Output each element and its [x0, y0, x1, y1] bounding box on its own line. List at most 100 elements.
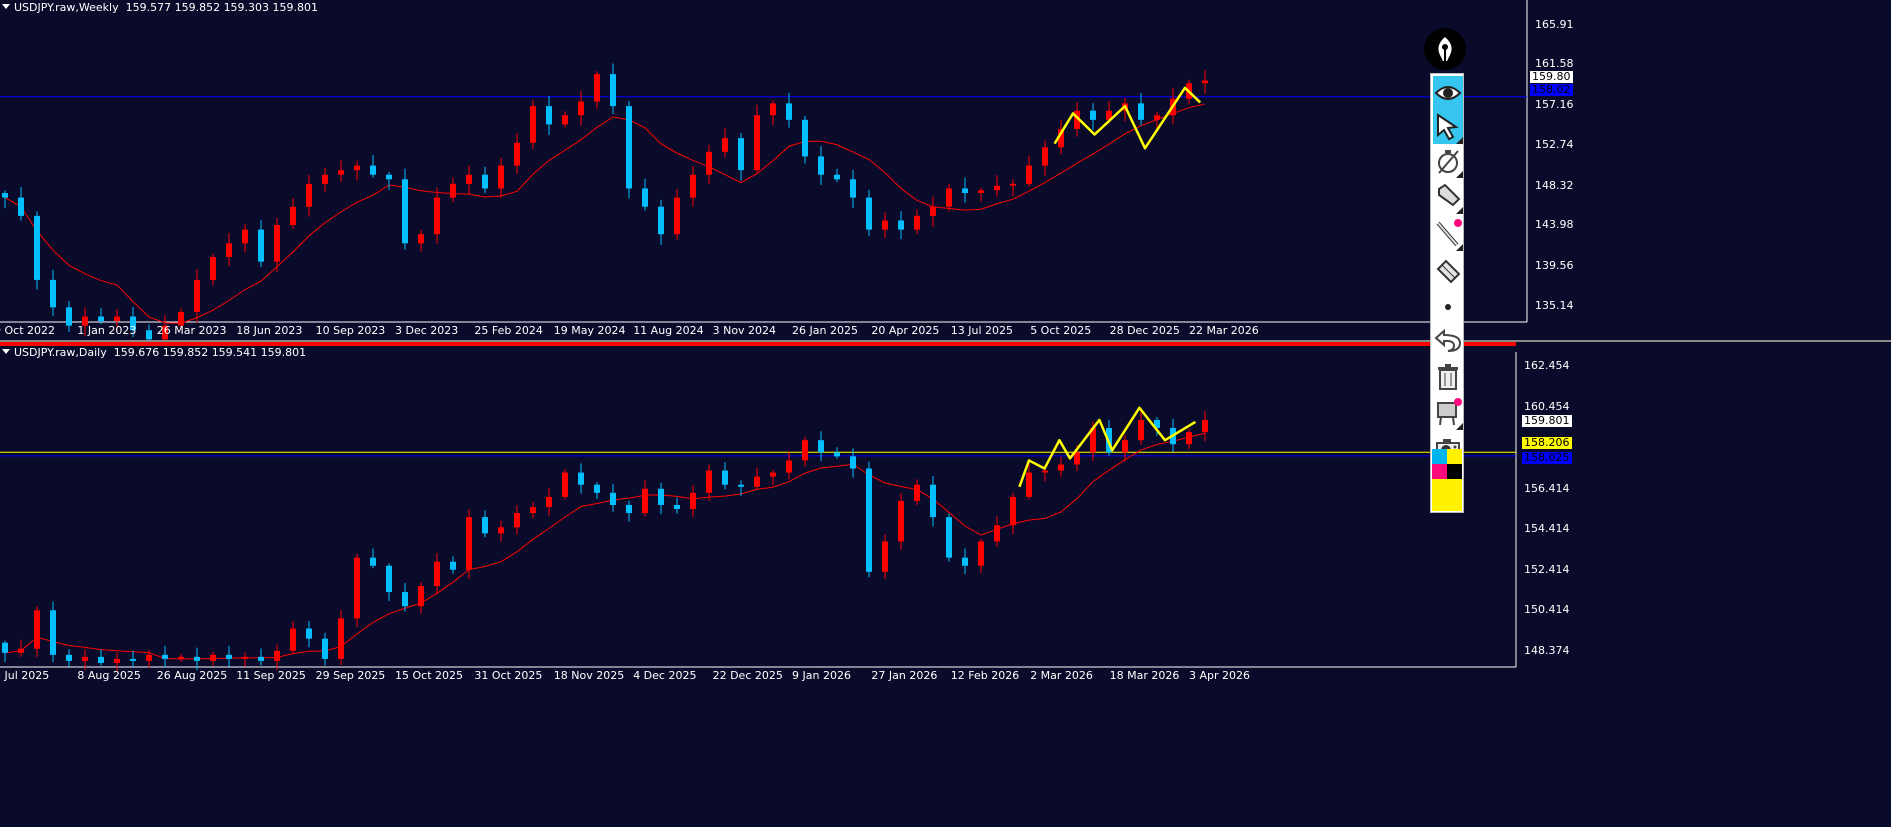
candle-body	[658, 206, 664, 235]
daily-chart-pane[interactable]: USDJPY.raw,Daily 159.676 159.852 159.541…	[0, 340, 1891, 687]
time-axis-label: 11 Aug 2024	[633, 324, 704, 337]
time-axis-label: 18 Mar 2026	[1109, 669, 1180, 682]
time-axis-label: 12 Feb 2026	[950, 669, 1020, 682]
candle-body	[2, 642, 8, 653]
time-axis-label: 15 Oct 2025	[395, 669, 464, 682]
candle-body	[578, 101, 584, 116]
eraser-icon[interactable]	[1433, 254, 1463, 288]
candle-body	[434, 197, 440, 235]
candle-body	[2, 193, 8, 198]
candle-body	[594, 74, 600, 102]
line-tool-icon[interactable]	[1433, 217, 1463, 251]
candle-body	[594, 484, 600, 493]
candle-body	[802, 440, 808, 461]
weekly-chart-canvas[interactable]	[0, 0, 1891, 340]
candle-body	[834, 174, 840, 180]
candle-body	[98, 316, 104, 322]
price-axis-label: 139.56	[1535, 258, 1574, 272]
candle-body	[818, 440, 824, 453]
price-axis-label: 148.32	[1535, 178, 1574, 192]
candle-body	[722, 470, 728, 485]
candle-body	[82, 316, 88, 326]
candle-body	[562, 472, 568, 497]
daily-ohlc: 159.676 159.852 159.541 159.801	[113, 346, 307, 359]
candle-body	[466, 174, 472, 184]
candle-body	[546, 106, 552, 125]
candle-body	[82, 656, 88, 661]
candle-body	[802, 119, 808, 157]
color-swatch-magenta[interactable]	[1432, 464, 1447, 479]
candle-body	[514, 142, 520, 166]
color-swatch-yellow[interactable]	[1447, 449, 1462, 464]
color-swatch-cyan[interactable]	[1432, 449, 1447, 464]
candle-body	[450, 561, 456, 570]
candle-body	[162, 654, 168, 659]
candle-body	[850, 179, 856, 198]
candle-body	[306, 628, 312, 639]
price-axis-label: 143.98	[1535, 218, 1574, 232]
time-axis-label: 1 Jan 2023	[77, 324, 137, 337]
candle-body	[738, 484, 744, 487]
candle-body	[610, 492, 616, 505]
candle-body	[178, 656, 184, 659]
candle-body	[386, 565, 392, 593]
weekly-hline-price-label: 158.02	[1530, 83, 1573, 96]
candle-body	[626, 504, 632, 514]
candle-body	[866, 197, 872, 230]
candle-body	[834, 452, 840, 457]
pen-icon[interactable]	[1424, 28, 1466, 70]
candle-body	[706, 151, 712, 175]
candle-body	[66, 307, 72, 326]
time-axis-label: 18 Jun 2023	[236, 324, 303, 337]
daily-chart-canvas[interactable]	[0, 340, 1891, 687]
candle-body	[706, 470, 712, 493]
candle-body	[322, 174, 328, 184]
collapse-triangle-icon[interactable]	[2, 4, 10, 9]
selected-color-swatch[interactable]	[1432, 479, 1462, 511]
weekly-chart-pane[interactable]: USDJPY.raw,Weekly 159.577 159.852 159.30…	[0, 0, 1891, 340]
candle-body	[978, 190, 984, 194]
candle-body	[482, 517, 488, 534]
candle-body	[1026, 472, 1032, 497]
stopwatch-off-icon[interactable]	[1433, 144, 1463, 178]
candle-body	[850, 456, 856, 469]
dot-icon[interactable]	[1433, 290, 1463, 324]
candle-body	[386, 174, 392, 180]
eye-icon[interactable]	[1433, 76, 1463, 110]
candle-body	[498, 165, 504, 189]
candle-body	[146, 330, 152, 340]
candle-body	[1090, 110, 1096, 120]
candle-body	[514, 513, 520, 528]
candle-body	[1202, 80, 1208, 84]
trash-icon[interactable]	[1433, 360, 1463, 394]
candle-body	[34, 610, 40, 649]
undo-icon[interactable]	[1433, 324, 1463, 358]
price-axis-label: 148.374	[1524, 644, 1570, 658]
candle-body	[1074, 452, 1080, 465]
price-axis-label: 165.91	[1535, 17, 1574, 31]
time-axis-label: 8 Aug 2025	[77, 669, 141, 682]
drawing-toolbar	[1430, 73, 1464, 513]
easel-icon[interactable]	[1433, 396, 1463, 430]
color-swatch-black[interactable]	[1447, 464, 1462, 479]
time-axis-label: 31 Oct 2025	[474, 669, 543, 682]
time-axis-label: 26 Aug 2025	[156, 669, 228, 682]
cursor-icon[interactable]	[1433, 110, 1463, 144]
weekly-ohlc: 159.577 159.852 159.303 159.801	[125, 1, 319, 14]
collapse-triangle-icon[interactable]	[2, 349, 10, 354]
time-axis-label: 4 Dec 2025	[633, 669, 697, 682]
candle-body	[306, 183, 312, 207]
candle-body	[930, 484, 936, 518]
time-axis-label: 19 May 2024	[553, 324, 626, 337]
price-axis-label: 161.58	[1535, 57, 1574, 71]
candle-body	[130, 316, 136, 331]
weekly-plot-area	[0, 0, 1527, 322]
time-axis-label: 10 Sep 2023	[315, 324, 386, 337]
moving-average-line	[4, 103, 1206, 324]
candle-body	[338, 170, 344, 175]
candle-body	[418, 234, 424, 244]
pencil-eraser-icon[interactable]	[1433, 180, 1463, 214]
price-axis-label: 160.454	[1524, 399, 1570, 413]
candle-body	[1186, 432, 1192, 445]
candle-body	[626, 106, 632, 189]
